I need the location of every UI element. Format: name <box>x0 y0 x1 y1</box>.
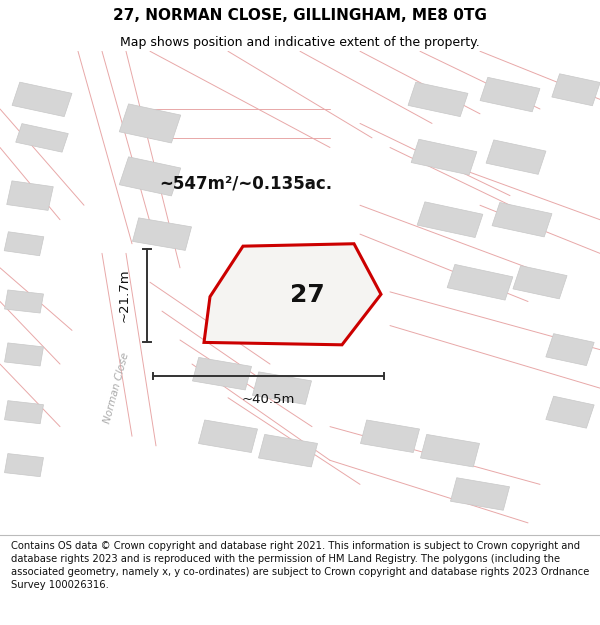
Polygon shape <box>119 157 181 196</box>
Polygon shape <box>5 454 43 477</box>
Polygon shape <box>253 372 311 404</box>
Polygon shape <box>193 357 251 390</box>
Text: ~547m²/~0.135ac.: ~547m²/~0.135ac. <box>160 174 332 192</box>
Polygon shape <box>480 78 540 112</box>
Polygon shape <box>12 82 72 117</box>
Polygon shape <box>447 264 513 300</box>
Text: 27: 27 <box>290 282 325 307</box>
Polygon shape <box>5 343 43 366</box>
Text: 27, NORMAN CLOSE, GILLINGHAM, ME8 0TG: 27, NORMAN CLOSE, GILLINGHAM, ME8 0TG <box>113 8 487 23</box>
Polygon shape <box>5 290 43 313</box>
Polygon shape <box>361 420 419 452</box>
Polygon shape <box>513 266 567 299</box>
Text: ~21.7m: ~21.7m <box>118 269 131 322</box>
Polygon shape <box>451 478 509 510</box>
Polygon shape <box>119 104 181 143</box>
Polygon shape <box>259 434 317 467</box>
Polygon shape <box>133 218 191 251</box>
Polygon shape <box>199 420 257 452</box>
Polygon shape <box>546 396 594 428</box>
Polygon shape <box>16 124 68 152</box>
Polygon shape <box>5 401 43 424</box>
Polygon shape <box>417 202 483 238</box>
Text: Contains OS data © Crown copyright and database right 2021. This information is : Contains OS data © Crown copyright and d… <box>11 541 589 591</box>
Polygon shape <box>486 140 546 174</box>
Text: Map shows position and indicative extent of the property.: Map shows position and indicative extent… <box>120 36 480 49</box>
Polygon shape <box>4 232 44 256</box>
Polygon shape <box>408 82 468 117</box>
Polygon shape <box>421 434 479 467</box>
Polygon shape <box>492 202 552 237</box>
Polygon shape <box>411 139 477 175</box>
Polygon shape <box>7 181 53 211</box>
Text: ~40.5m: ~40.5m <box>242 392 295 406</box>
Polygon shape <box>204 244 381 345</box>
Polygon shape <box>552 74 600 106</box>
Polygon shape <box>546 334 594 366</box>
Text: Norman Close: Norman Close <box>103 352 131 424</box>
